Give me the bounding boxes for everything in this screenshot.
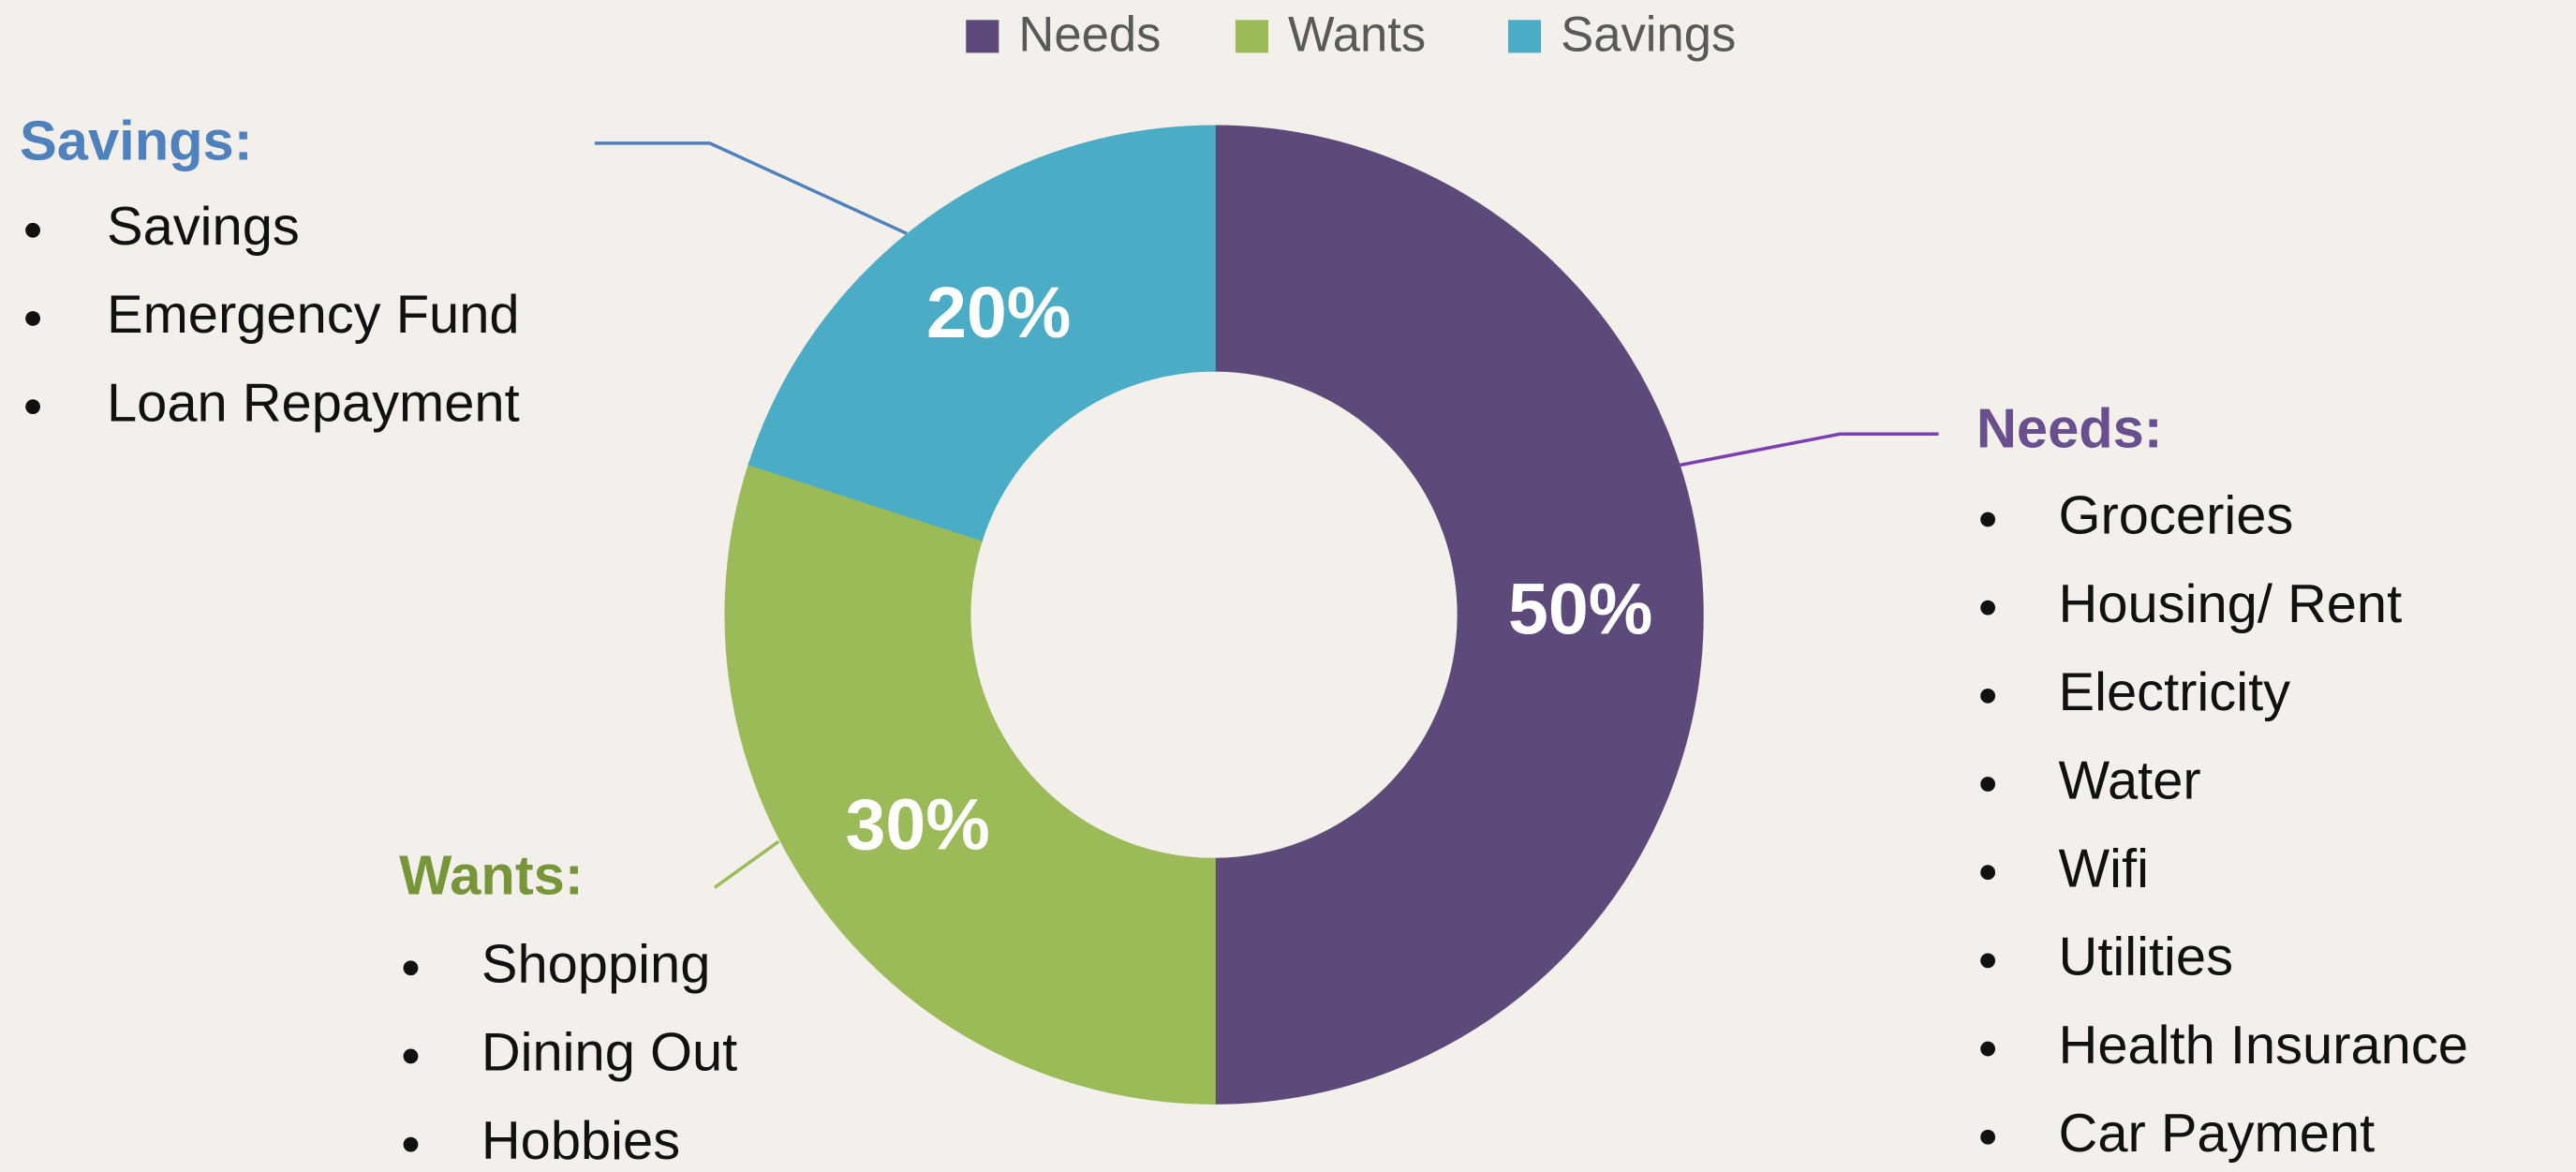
annotation-item: Loan Repayment [107,373,520,433]
legend-label: Needs [1018,7,1161,62]
annotation-item: Emergency Fund [107,285,520,345]
annotation-item: Utilities [2059,927,2233,987]
bullet [25,399,40,415]
donut-segment [724,462,1216,1105]
data-label: 30% [845,784,989,865]
donut-segment [1212,125,1704,1105]
bullet [1980,512,1996,527]
bullet [1980,777,1996,792]
annotation-item: Dining Out [481,1023,737,1083]
legend-swatch [1235,20,1268,53]
bullet [1980,953,1996,969]
legend-swatch [966,20,999,53]
annotation-title: Savings: [20,109,253,171]
bullet [1980,1129,1996,1145]
leader-line [1679,432,1939,467]
annotation-item: Water [2059,750,2201,810]
bullet [1980,688,1996,704]
annotation-item: Housing/ Rent [2059,574,2403,634]
leader-line [594,141,908,235]
annotation-title: Wants: [399,843,584,906]
bullet [25,222,40,238]
bullet [403,1048,419,1064]
data-label: 20% [926,273,1071,353]
bullet [403,960,419,976]
annotation-item: Wifi [2059,838,2149,898]
leader-line [713,839,780,889]
legend-label: Savings [1561,7,1736,62]
bullet [1980,600,1996,616]
bullet [25,311,40,326]
bullet [403,1136,419,1152]
annotation-item: Electricity [2059,662,2291,722]
annotation-item: Groceries [2059,486,2294,546]
donut-segment [748,125,1216,541]
legend-label: Wants [1288,7,1426,62]
bullet [1980,1041,1996,1057]
annotation-title: Needs: [1976,396,2163,459]
bullet [1980,865,1996,881]
annotation-item: Savings [107,197,300,257]
annotation-item: Car Payment [2059,1104,2376,1164]
annotation-item: Hobbies [481,1111,680,1171]
legend-swatch [1508,20,1542,53]
annotation-item: Shopping [481,935,711,995]
annotation-item: Health Insurance [2059,1016,2468,1076]
data-label: 50% [1508,570,1652,650]
